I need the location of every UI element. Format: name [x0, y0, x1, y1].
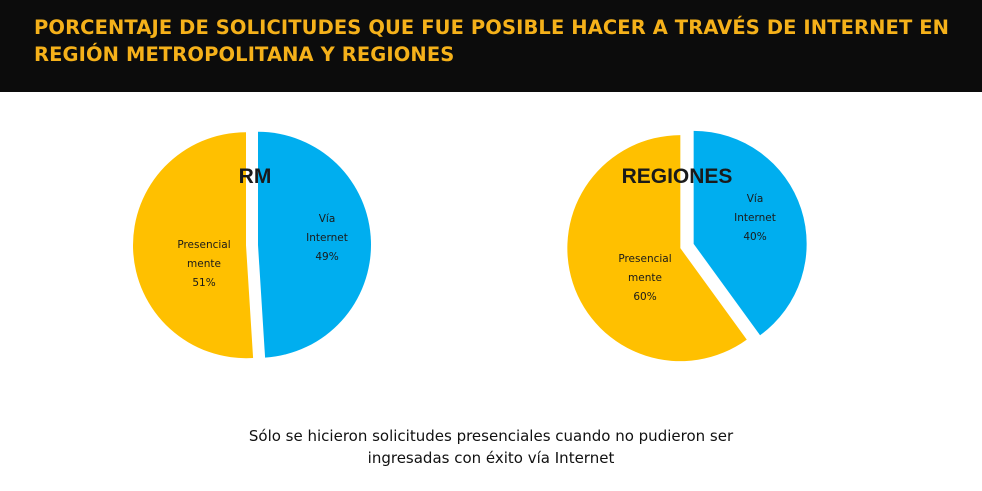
slice-label-presencialmente: Presencial mente 60% [618, 253, 671, 303]
chart-title: REGIONES [622, 165, 733, 188]
slice-value-label: 49% [315, 251, 338, 263]
slice-label-line: Internet [306, 232, 348, 244]
page-title: PORCENTAJE DE SOLICITUDES QUE FUE POSIBL… [34, 14, 964, 68]
page-title-line-1: PORCENTAJE DE SOLICITUDES QUE FUE POSIBL… [34, 16, 950, 39]
pie-slice-via-internet [257, 131, 371, 358]
slice-label-via-internet: Vía Internet 40% [734, 193, 776, 243]
slice-label-line: Vía [319, 213, 336, 225]
slice-label-line: mente [628, 272, 662, 284]
pie-slice-via-internet [693, 130, 807, 336]
slice-label-line: Presencial [177, 239, 230, 251]
slice-label-via-internet: Vía Internet 49% [306, 213, 348, 263]
pie-charts: Vía Internet 49% Presencial mente 51% RM Vía Int… [133, 130, 807, 362]
chart-title: RM [239, 165, 272, 188]
footnote-line-1: Sólo se hicieron solicitudes presenciale… [248, 427, 734, 445]
footnote: Sólo se hicieron solicitudes presenciale… [150, 425, 832, 469]
slice-label-line: mente [187, 258, 221, 270]
slice-label-line: Presencial [618, 253, 671, 265]
pie-chart-2: Vía Internet 40% Presencial mente 60% REGIONES [567, 130, 807, 362]
pie-slice-presencialmente [133, 132, 254, 359]
slice-label-line: Internet [734, 212, 776, 224]
slice-label-presencialmente: Presencial mente 51% [177, 239, 230, 289]
header-bar: PORCENTAJE DE SOLICITUDES QUE FUE POSIBL… [0, 0, 982, 92]
pie-slice-presencialmente [567, 135, 747, 362]
slice-value-label: 60% [633, 291, 656, 303]
pie-chart-1: Vía Internet 49% Presencial mente 51% RM [133, 131, 371, 359]
slice-label-line: Vía [747, 193, 764, 205]
footnote-line-2: ingresadas con éxito vía Internet [367, 449, 615, 467]
slice-value-label: 51% [192, 277, 215, 289]
page-title-line-2: REGIÓN METROPOLITANA Y REGIONES [34, 43, 455, 66]
slice-value-label: 40% [743, 231, 766, 243]
